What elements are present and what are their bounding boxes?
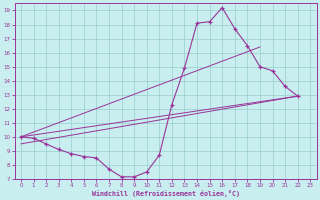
X-axis label: Windchill (Refroidissement éolien,°C): Windchill (Refroidissement éolien,°C): [92, 190, 240, 197]
